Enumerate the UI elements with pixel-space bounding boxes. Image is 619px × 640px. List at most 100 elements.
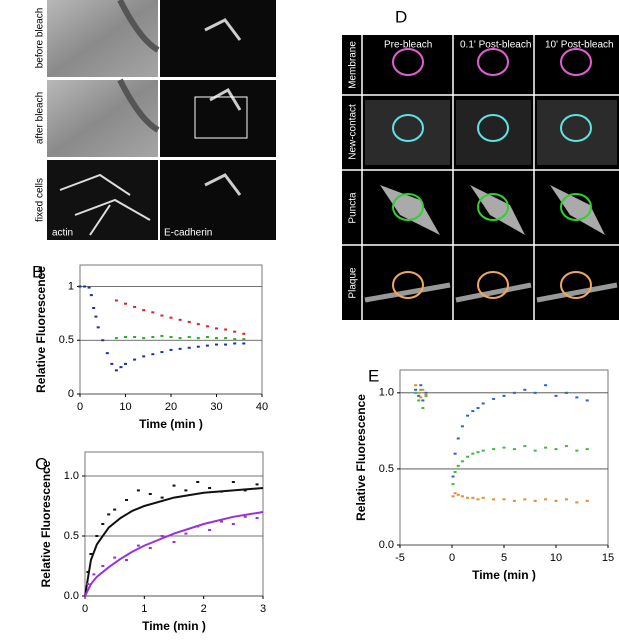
data-point	[96, 326, 100, 329]
data-point	[136, 544, 140, 547]
data-point	[160, 314, 164, 317]
data-point	[242, 332, 246, 335]
data-point	[178, 337, 182, 340]
stain-label: actin	[52, 228, 73, 239]
row-label: Plaque	[348, 267, 359, 299]
y-tick-label: 1	[68, 280, 74, 292]
data-point	[169, 316, 173, 319]
x-tick-label: 10	[119, 401, 131, 413]
data-point	[187, 336, 191, 339]
y-tick-label: 0.0	[64, 590, 79, 602]
data-point	[178, 347, 182, 350]
x-axis-label: Time (min )	[139, 417, 203, 431]
data-point	[492, 397, 496, 400]
data-point	[502, 394, 506, 397]
data-point	[151, 336, 155, 339]
data-point	[101, 339, 105, 342]
data-point	[512, 391, 516, 394]
data-point	[417, 391, 421, 394]
x-axis-label: Time (min )	[472, 568, 536, 582]
data-point	[105, 352, 109, 355]
data-point	[87, 286, 91, 289]
cell-texture	[364, 100, 618, 303]
micrograph	[47, 160, 158, 240]
y-axis-label: Relative Fluorescence	[34, 266, 48, 393]
data-point	[125, 559, 129, 561]
fit-curve	[84, 511, 264, 597]
data-point	[460, 425, 464, 428]
data-point	[414, 388, 418, 391]
data-point	[215, 327, 218, 330]
data-point	[136, 489, 140, 492]
data-point	[466, 496, 470, 499]
data-point	[575, 501, 579, 504]
fit-curve	[84, 487, 264, 597]
data-point	[502, 446, 506, 449]
data-point	[101, 565, 105, 567]
data-point	[554, 448, 558, 451]
x-tick-label: 1	[141, 603, 147, 615]
data-point	[125, 499, 129, 501]
data-point	[187, 320, 191, 323]
data-point	[481, 402, 485, 405]
data-point	[113, 508, 117, 511]
y-tick-label: 0.5	[59, 334, 74, 346]
data-point	[124, 336, 127, 339]
data-point	[160, 535, 164, 537]
grid-divider	[342, 35, 619, 320]
data-point	[142, 337, 146, 340]
data-point	[142, 355, 146, 358]
y-tick-label: 0.0	[379, 539, 394, 551]
data-point	[101, 523, 105, 525]
cell-edge	[117, 0, 160, 133]
data-point	[476, 407, 480, 410]
data-point	[533, 499, 537, 502]
x-tick-label: 5	[501, 552, 507, 564]
data-point	[564, 498, 568, 501]
data-point	[160, 334, 164, 337]
data-point	[544, 498, 548, 501]
panel-a: before bleach after bleach fixed cells a…	[35, 0, 276, 240]
data-point	[492, 498, 496, 501]
data-point	[456, 464, 460, 467]
data-point	[502, 498, 506, 501]
data-point	[184, 489, 188, 492]
x-tick-label: 0	[449, 552, 455, 564]
data-point	[243, 515, 247, 518]
data-point	[453, 452, 457, 455]
x-tick-label: 15	[602, 552, 614, 564]
data-point	[255, 483, 259, 486]
data-point	[92, 307, 96, 309]
bleach-box	[194, 96, 248, 139]
data-point	[178, 318, 182, 321]
data-point	[453, 492, 457, 495]
data-point	[523, 388, 527, 391]
data-point	[124, 302, 127, 305]
data-point	[414, 384, 418, 387]
data-point	[114, 337, 118, 340]
x-tick-label: 40	[256, 401, 268, 413]
data-point	[456, 493, 460, 496]
data-point	[133, 336, 137, 339]
data-point	[471, 496, 475, 499]
data-point	[160, 351, 164, 354]
data-point	[215, 343, 218, 346]
data-point	[205, 336, 209, 339]
x-tick-label: 0	[77, 401, 83, 413]
column-label: 0.1' Post-bleach	[460, 40, 531, 51]
data-point	[544, 384, 548, 387]
data-point	[113, 556, 117, 559]
data-point	[451, 495, 455, 498]
data-point	[453, 470, 457, 473]
data-point	[481, 449, 485, 452]
x-tick-label: 2	[201, 603, 207, 615]
data-point	[119, 366, 123, 369]
x-axis-label: Time (min )	[142, 619, 206, 633]
data-point	[564, 391, 568, 394]
data-point	[196, 323, 200, 326]
y-tick-label: 1.0	[64, 470, 79, 482]
data-point	[151, 353, 155, 356]
column-label: 10' Post-bleach	[545, 40, 614, 51]
data-point	[460, 460, 464, 463]
